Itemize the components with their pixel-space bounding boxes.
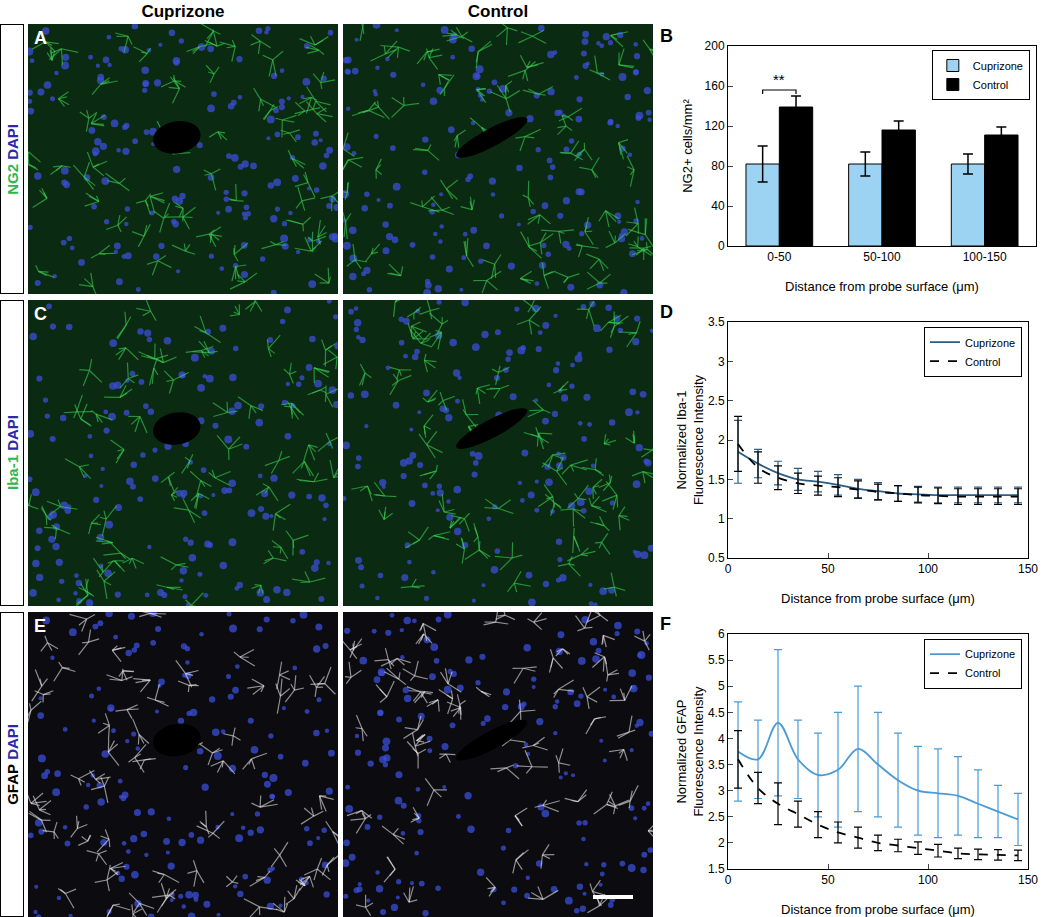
svg-text:3: 3: [718, 784, 725, 798]
svg-text:120: 120: [705, 119, 725, 133]
svg-text:1: 1: [718, 512, 725, 526]
html-text:Cuprizone: Cuprizone: [141, 2, 225, 21]
svg-text:2.5: 2.5: [708, 810, 725, 824]
html-text:F: F: [660, 614, 671, 634]
svg-text:80: 80: [711, 159, 725, 173]
html-text:NG2: NG2: [3, 163, 21, 195]
svg-text:100: 100: [918, 873, 938, 887]
html-text:E: E: [34, 616, 46, 636]
svg-text:0: 0: [725, 562, 732, 576]
svg-text:Cuprizone: Cuprizone: [965, 648, 1015, 660]
svg-text:5: 5: [718, 679, 725, 693]
svg-text:Normalized GFAPFluorescence In: Normalized GFAPFluorescence Intensity: [674, 686, 706, 817]
svg-text:NG2+ cells/mm²: NG2+ cells/mm²: [680, 99, 695, 193]
html-text:GFAP: GFAP: [3, 764, 21, 805]
svg-text:Distance from probe surface (μ: Distance from probe surface (μm): [785, 279, 979, 294]
svg-text:150: 150: [1018, 873, 1038, 887]
svg-text:50: 50: [821, 873, 835, 887]
svg-text:40: 40: [711, 199, 725, 213]
html-text:D: D: [660, 302, 673, 322]
svg-text:Control: Control: [973, 79, 1008, 91]
svg-text:150: 150: [1018, 562, 1038, 576]
svg-text:Distance from probe surface (μ: Distance from probe surface (μm): [781, 902, 975, 917]
svg-text:50: 50: [821, 562, 835, 576]
html-text:B: B: [660, 26, 673, 46]
svg-text:3.5: 3.5: [708, 315, 725, 329]
svg-text:Control: Control: [965, 667, 1000, 679]
svg-text:0.5: 0.5: [708, 551, 725, 565]
svg-text:Cuprizone: Cuprizone: [973, 60, 1023, 72]
html-text:DAPI: DAPI: [3, 724, 21, 760]
html-text:DAPI: DAPI: [3, 123, 21, 160]
svg-text:0: 0: [718, 239, 725, 253]
svg-text:Cuprizone: Cuprizone: [965, 337, 1015, 349]
svg-text:Distance from probe surface (μ: Distance from probe surface (μm): [781, 591, 975, 606]
svg-text:3: 3: [718, 355, 725, 369]
svg-text:100: 100: [918, 562, 938, 576]
svg-text:4.5: 4.5: [708, 706, 725, 720]
svg-text:5.5: 5.5: [708, 653, 725, 667]
html-text:C: C: [34, 304, 47, 324]
svg-text:100-150: 100-150: [963, 250, 1007, 264]
svg-text:0-50: 0-50: [767, 250, 791, 264]
html-text:Control: Control: [467, 2, 529, 21]
svg-text:2: 2: [718, 433, 725, 447]
svg-text:Control: Control: [965, 356, 1000, 368]
svg-text:0: 0: [725, 873, 732, 887]
svg-text:1.5: 1.5: [708, 473, 725, 487]
html-text:Iba-1: Iba-1: [3, 455, 21, 491]
svg-text:2: 2: [718, 836, 725, 850]
svg-text:Normalized Iba-1Fluorescence I: Normalized Iba-1Fluorescence Intensity: [674, 374, 706, 505]
html-text:DAPI: DAPI: [3, 415, 21, 452]
svg-text:6: 6: [718, 627, 725, 641]
svg-text:3.5: 3.5: [708, 758, 725, 772]
svg-text:4: 4: [718, 732, 725, 746]
svg-text:1.5: 1.5: [708, 862, 725, 876]
svg-text:160: 160: [705, 79, 725, 93]
svg-text:2.5: 2.5: [708, 394, 725, 408]
html-text:A: A: [34, 28, 47, 48]
svg-text:**: **: [773, 71, 785, 88]
svg-text:200: 200: [705, 39, 725, 53]
svg-text:50-100: 50-100: [863, 250, 901, 264]
